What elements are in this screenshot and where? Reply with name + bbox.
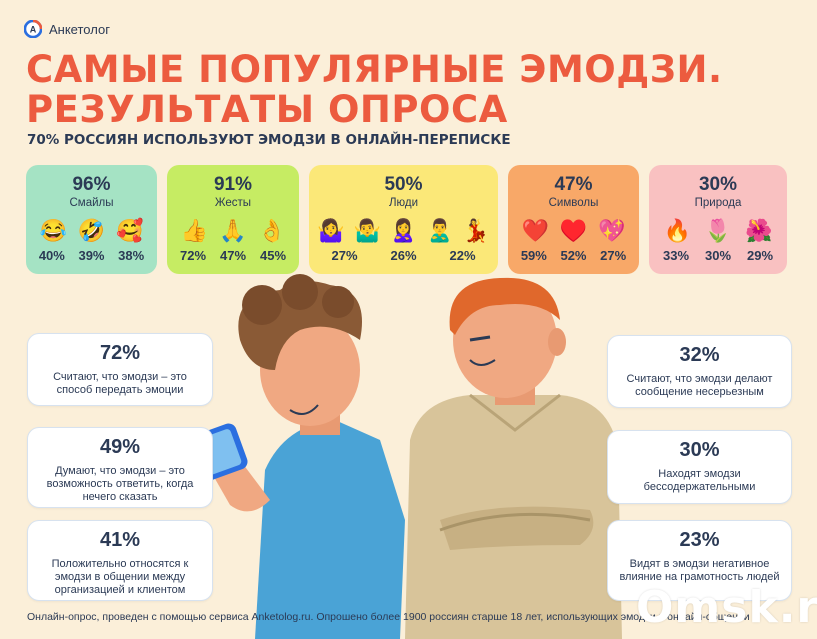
emoji-value: 39%: [78, 248, 105, 263]
brand-logo: А Анкетолог: [24, 20, 110, 38]
emoji-value: 52%: [560, 248, 587, 263]
fact-text: Находят эмодзи бессодержательными: [643, 468, 756, 493]
card-symbols: 47% Символы ❤️ ♥️ 💖 59% 52% 27%: [508, 165, 639, 274]
card-percent: 47%: [554, 174, 593, 195]
folded-hands-emoji-icon: 🙏: [219, 218, 247, 243]
fact-percent: 30%: [679, 439, 720, 461]
woman-shrugging-emoji-icon: 🤷‍♀️: [317, 218, 345, 243]
fact-bubble-right-1: 32% Считают, что эмодзи делают сообщение…: [607, 335, 792, 408]
fire-emoji-icon: 🔥: [663, 218, 692, 243]
title-line-2: РЕЗУЛЬТАТЫ ОПРОСА: [26, 88, 508, 131]
card-nature: 30% Природа 🔥 🌷 🌺 33% 30% 29%: [649, 165, 787, 274]
emoji-value: 27%: [331, 248, 358, 263]
card-smileys: 96% Смайлы 😂 🤣 🥰 40% 39% 38%: [26, 165, 157, 274]
sparkling-heart-emoji-icon: 💖: [598, 218, 626, 243]
smiling-man-illustration: [190, 274, 405, 639]
fact-text: Считают, что эмодзи – это способ передат…: [53, 371, 187, 396]
ok-hand-emoji-icon: 👌: [257, 218, 286, 243]
emoji-value: 59%: [520, 248, 547, 263]
svg-text:А: А: [30, 25, 37, 35]
fact-bubble-right-2: 30% Находят эмодзи бессодержательными: [607, 430, 792, 504]
man-pouting-emoji-icon: 🙎‍♂️: [425, 218, 454, 243]
heart-suit-emoji-icon: ♥️: [559, 218, 588, 243]
woman-pouting-emoji-icon: 🙎‍♀️: [389, 218, 418, 243]
card-percent: 96%: [72, 174, 111, 195]
card-label: Люди: [388, 197, 419, 209]
fact-text: Положительно относятся к эмодзи в общени…: [51, 558, 189, 596]
watermark: Omsk.ru: [636, 582, 817, 633]
anketolog-logo-icon: А: [24, 20, 42, 38]
tulip-emoji-icon: 🌷: [704, 218, 732, 243]
card-people: 50% Люди 🤷‍♀️ 🤷‍♂️ 🙎‍♀️ 🙎‍♂️ 💃 27% 26% 2…: [309, 165, 498, 274]
card-percent: 91%: [213, 174, 253, 195]
fact-percent: 32%: [679, 344, 720, 366]
thumbs-up-emoji-icon: 👍: [180, 218, 209, 243]
fact-percent: 72%: [99, 342, 141, 364]
man-shrugging-emoji-icon: 🤷‍♂️: [353, 218, 381, 243]
emoji-value: 47%: [219, 248, 247, 263]
red-heart-emoji-icon: ❤️: [521, 218, 549, 243]
survey-footnote: Онлайн-опрос, проведен с помощью сервиса…: [27, 611, 750, 623]
fact-bubble-left-2: 49% Думают, что эмодзи – это возможность…: [27, 427, 213, 508]
emoji-value: 72%: [179, 248, 207, 263]
emoji-value: 45%: [259, 248, 287, 263]
laughing-tears-emoji-icon: 😂: [39, 218, 67, 243]
card-label: Символы: [548, 197, 599, 209]
emoji-value: 33%: [662, 248, 690, 263]
emoji-value: 29%: [746, 248, 774, 263]
emoji-value: 27%: [600, 248, 627, 263]
fact-percent: 23%: [679, 529, 720, 551]
card-label: Природа: [694, 197, 742, 209]
page-title: САМЫЕ ПОПУЛЯРНЫЕ ЭМОДЗИ. РЕЗУЛЬТАТЫ ОПРО…: [26, 50, 723, 130]
card-percent: 50%: [384, 174, 423, 195]
card-label: Жесты: [214, 197, 252, 209]
fact-text: Считают, что эмодзи делают сообщение нес…: [626, 373, 773, 398]
emoji-value: 22%: [449, 248, 476, 263]
rolling-laughing-emoji-icon: 🤣: [77, 218, 106, 243]
brand-name: Анкетолог: [49, 21, 110, 37]
fact-percent: 49%: [99, 436, 141, 458]
fact-text: Думают, что эмодзи – это возможность отв…: [46, 465, 194, 503]
emoji-value: 30%: [704, 248, 732, 263]
title-line-1: САМЫЕ ПОПУЛЯРНЫЕ ЭМОДЗИ.: [26, 48, 723, 91]
smiling-hearts-emoji-icon: 🥰: [116, 218, 144, 243]
card-label: Смайлы: [69, 197, 114, 209]
hibiscus-emoji-icon: 🌺: [744, 218, 773, 243]
emoji-value: 40%: [38, 248, 65, 263]
fact-text: Видят в эмодзи негативное влияние на гра…: [619, 558, 780, 583]
skeptical-man-illustration: [405, 277, 622, 639]
emoji-category-cards: 96% Смайлы 😂 🤣 🥰 40% 39% 38% 91% Жесты 👍…: [26, 165, 787, 274]
fact-bubble-left-3: 41% Положительно относятся к эмодзи в об…: [27, 520, 213, 601]
subtitle: 70% РОССИЯН ИСПОЛЬЗУЮТ ЭМОДЗИ В ОНЛАЙН-П…: [27, 132, 511, 148]
fact-bubble-right-3: 23% Видят в эмодзи негативное влияние на…: [607, 520, 792, 601]
fact-percent: 41%: [99, 529, 141, 551]
emoji-value: 26%: [390, 248, 417, 263]
emoji-value: 38%: [118, 248, 145, 263]
card-percent: 30%: [698, 174, 738, 195]
fact-bubble-left-1: 72% Считают, что эмодзи – это способ пер…: [27, 333, 213, 406]
card-gestures: 91% Жесты 👍 🙏 👌 72% 47% 45%: [167, 165, 299, 274]
woman-dancing-emoji-icon: 💃: [462, 218, 490, 243]
